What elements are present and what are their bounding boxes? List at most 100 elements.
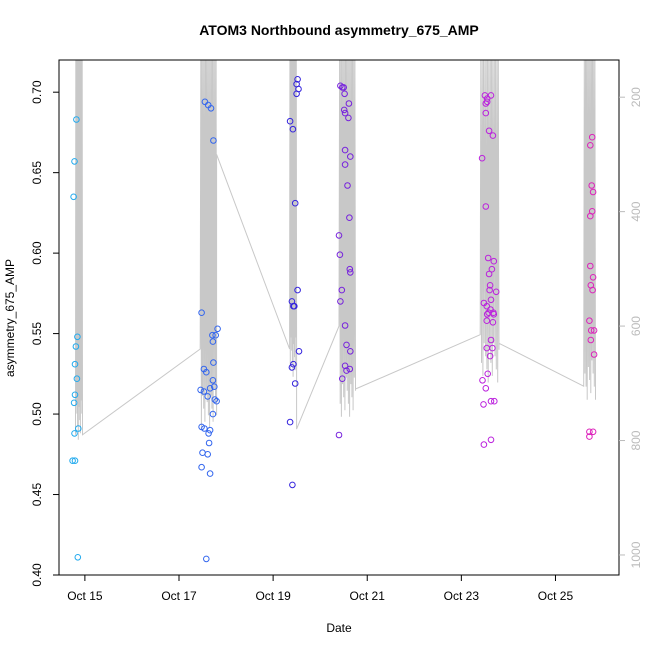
data-point bbox=[209, 377, 217, 384]
plot-frame bbox=[58, 59, 620, 576]
pressure-line-layer bbox=[75, 59, 596, 440]
series-5 bbox=[586, 133, 598, 440]
right-tick-label: 400 bbox=[629, 201, 643, 221]
y-tick-label: 0.45 bbox=[30, 483, 44, 507]
data-point bbox=[487, 397, 495, 405]
data-point bbox=[341, 322, 349, 329]
data-point bbox=[341, 109, 349, 117]
data-point bbox=[347, 269, 354, 276]
data-point bbox=[204, 451, 211, 458]
data-point bbox=[484, 254, 492, 262]
data-point bbox=[489, 344, 496, 352]
right-tick-label: 1000 bbox=[629, 541, 643, 568]
data-point bbox=[206, 426, 214, 434]
x-axis: Oct 15 Oct 17 Oct 19 Oct 21 Oct 23 Oct 25 bbox=[67, 575, 573, 603]
data-point bbox=[286, 117, 294, 125]
data-point bbox=[488, 265, 496, 273]
data-point bbox=[482, 203, 490, 210]
data-point bbox=[343, 367, 350, 374]
data-point bbox=[341, 90, 348, 98]
data-point bbox=[214, 325, 221, 333]
data-point bbox=[72, 343, 80, 350]
data-point bbox=[482, 109, 490, 117]
data-point bbox=[345, 100, 353, 107]
data-point bbox=[71, 430, 78, 437]
data-point bbox=[213, 397, 220, 405]
data-point bbox=[209, 410, 217, 418]
data-point bbox=[347, 153, 354, 160]
data-point bbox=[487, 436, 495, 444]
data-point bbox=[587, 327, 595, 334]
data-point bbox=[201, 98, 209, 106]
x-tick-label: Oct 19 bbox=[255, 589, 291, 603]
data-point bbox=[337, 298, 344, 305]
x-tick-label: Oct 25 bbox=[538, 589, 574, 603]
y-axis-label: asymmetry_675_AMP bbox=[3, 259, 17, 377]
series-1 bbox=[197, 98, 221, 563]
series-3 bbox=[335, 82, 354, 439]
data-point bbox=[478, 154, 486, 162]
data-point bbox=[73, 116, 80, 123]
data-point bbox=[206, 385, 214, 392]
data-point bbox=[71, 360, 79, 368]
data-point bbox=[345, 114, 352, 122]
data-point bbox=[75, 425, 82, 432]
data-point bbox=[291, 380, 299, 387]
y-tick-label: 0.65 bbox=[30, 161, 44, 185]
x-axis-label: Date bbox=[326, 621, 352, 635]
data-point bbox=[335, 431, 343, 439]
data-point bbox=[211, 383, 218, 391]
right-tick-label: 200 bbox=[629, 87, 643, 107]
data-point bbox=[346, 365, 354, 373]
data-point bbox=[198, 463, 205, 471]
data-point bbox=[203, 555, 210, 563]
data-point bbox=[589, 274, 597, 281]
x-tick-label: Oct 21 bbox=[350, 589, 386, 603]
data-point bbox=[71, 391, 79, 399]
data-point bbox=[492, 288, 500, 296]
data-point bbox=[485, 127, 493, 135]
data-point bbox=[346, 214, 353, 221]
data-point bbox=[335, 232, 343, 239]
y-axis: 0.40 0.45 0.50 0.55 0.60 0.65 0.70 bbox=[30, 80, 59, 587]
data-point bbox=[487, 336, 495, 344]
right-tick-label: 800 bbox=[629, 430, 643, 450]
data-point bbox=[70, 193, 77, 201]
data-point bbox=[482, 100, 490, 107]
data-point bbox=[485, 270, 493, 278]
data-point bbox=[587, 212, 594, 220]
data-point bbox=[212, 331, 219, 339]
y-tick-label: 0.70 bbox=[30, 80, 44, 104]
data-point bbox=[483, 98, 491, 106]
data-point bbox=[483, 302, 491, 310]
data-point bbox=[205, 430, 212, 437]
data-point bbox=[291, 199, 299, 207]
series-4 bbox=[478, 92, 500, 448]
data-point bbox=[343, 341, 350, 349]
data-point bbox=[289, 481, 296, 489]
y-tick-label: 0.55 bbox=[30, 322, 44, 346]
data-point bbox=[205, 439, 213, 447]
data-point bbox=[74, 333, 81, 341]
data-point bbox=[587, 336, 595, 344]
data-point bbox=[491, 397, 498, 405]
x-tick-label: Oct 17 bbox=[161, 589, 197, 603]
y-axis-right: 200 400 600 800 1000 bbox=[619, 87, 643, 568]
y-tick-label: 0.40 bbox=[30, 563, 44, 587]
data-point bbox=[344, 182, 351, 189]
data-point bbox=[480, 441, 488, 448]
data-point bbox=[209, 338, 217, 345]
data-point bbox=[288, 364, 296, 371]
data-point bbox=[484, 370, 492, 378]
data-point bbox=[198, 309, 205, 317]
data-point bbox=[586, 428, 593, 436]
series-0 bbox=[69, 116, 82, 561]
data-point bbox=[293, 90, 300, 98]
data-point bbox=[489, 132, 497, 139]
data-point bbox=[73, 375, 81, 383]
data-point bbox=[346, 265, 354, 273]
data-point bbox=[341, 161, 349, 168]
data-point bbox=[70, 399, 78, 407]
